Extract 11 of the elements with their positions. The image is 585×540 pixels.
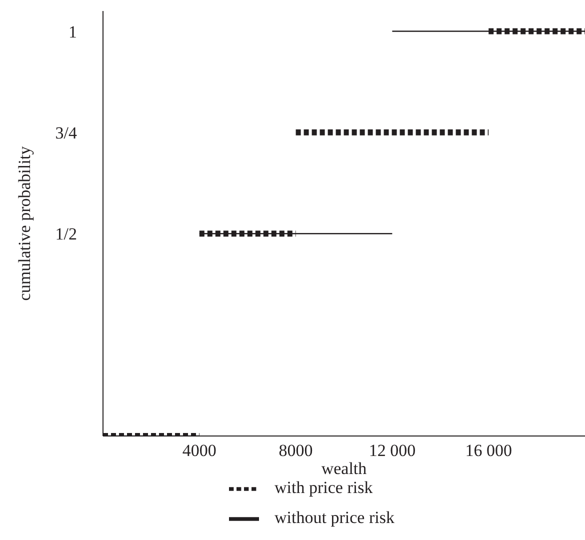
legend-label: without price risk [274,508,394,527]
y-axis-title: cumulative probability [15,146,34,301]
x-tick-label: 12 000 [368,441,416,460]
x-tick-label: 16 000 [465,441,512,460]
legend-label: with price risk [274,478,373,497]
x-tick-label: 4000 [182,441,216,460]
y-tick-label: 1/2 [55,224,77,244]
x-axis-title: wealth [321,459,368,478]
y-tick-label: 3/4 [55,123,78,142]
x-tick-label: 8000 [278,441,313,460]
y-tick-label: 1 [68,22,77,42]
